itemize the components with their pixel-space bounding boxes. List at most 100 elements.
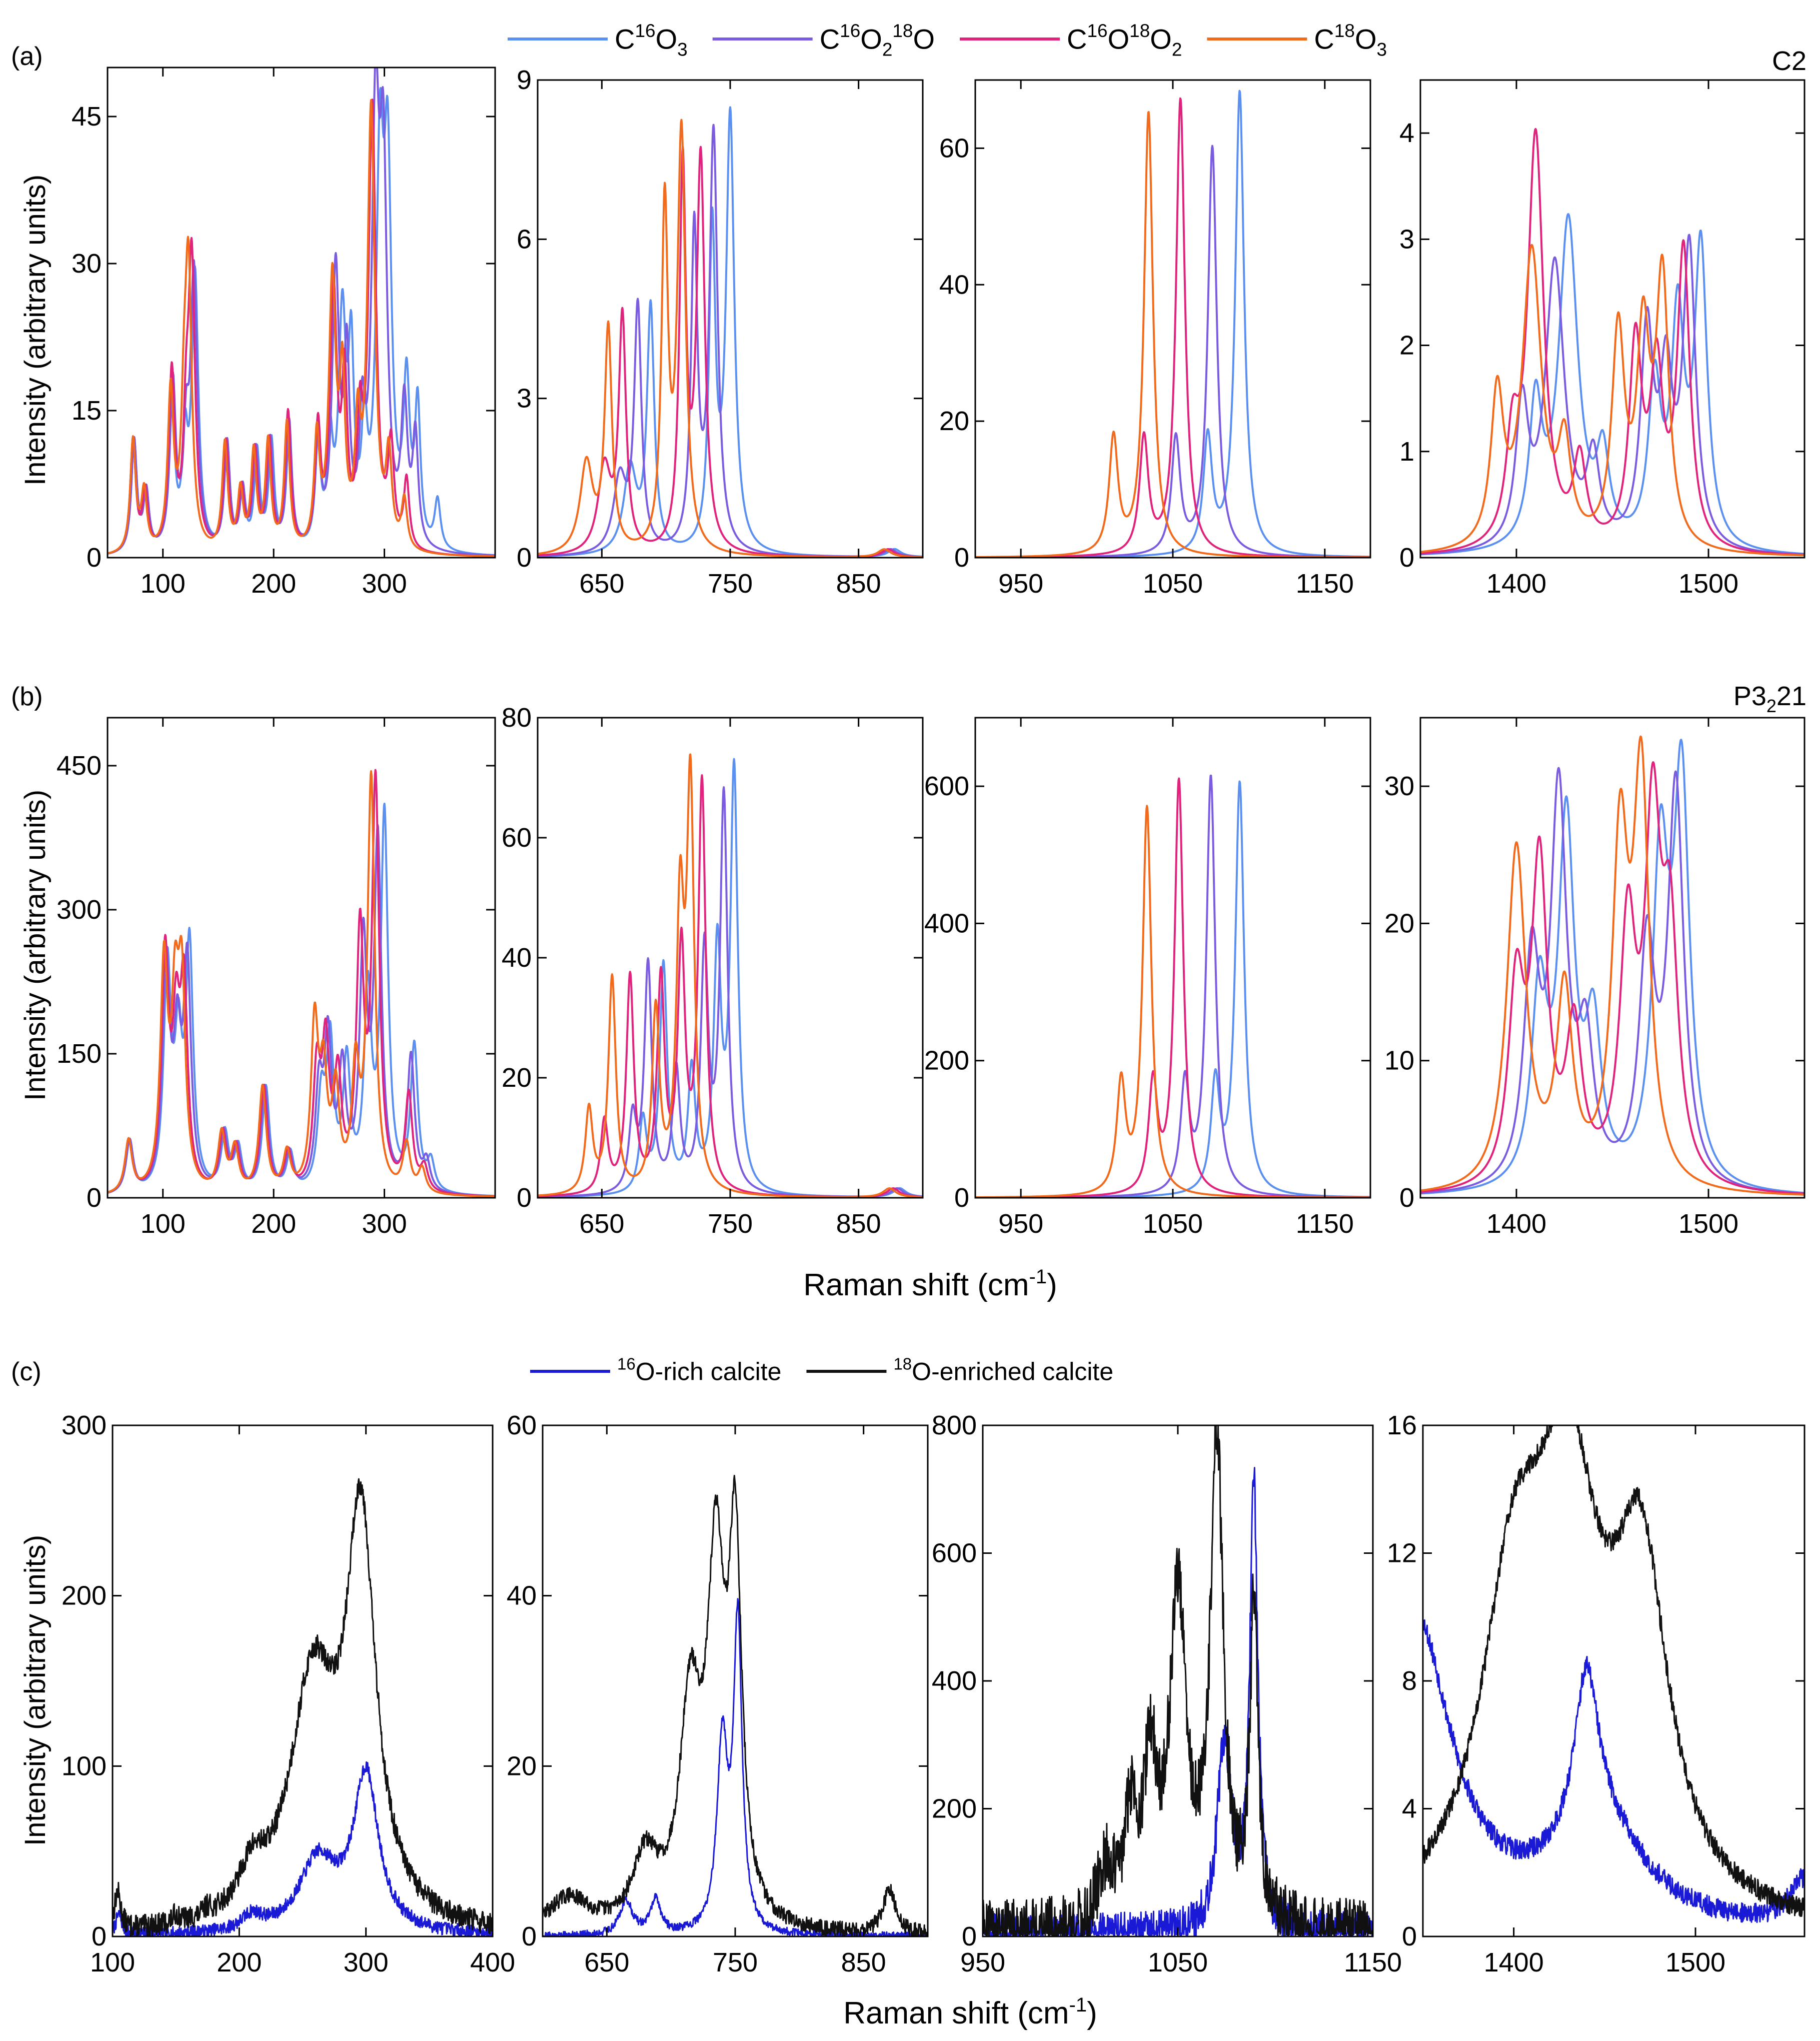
x-tick-label: 300: [362, 1209, 407, 1239]
side-label-p3221: P3221: [1733, 681, 1806, 716]
x-tick-label: 1400: [1484, 1947, 1544, 1977]
y-tick-label: 600: [924, 771, 969, 801]
y-tick-label: 8: [1402, 1666, 1417, 1696]
y-tick-label: 2: [1399, 331, 1414, 361]
legend-label-part: 16: [1087, 21, 1108, 41]
series-line-18o_enriched: [983, 1425, 1373, 1936]
x-tick-label: 1400: [1486, 1209, 1546, 1239]
x-tick-label: 1150: [1344, 1947, 1402, 1977]
y-tick-label: 400: [924, 908, 969, 938]
legend-label-part: O: [860, 24, 882, 55]
series-group-c3: [983, 1425, 1373, 1936]
x-tick-label: 1150: [1296, 1209, 1354, 1239]
xlabel-b-sup: -1: [1029, 1266, 1047, 1288]
panel-a2: 650 750 850 0 3 6 9: [517, 65, 924, 599]
x-tick-label: 100: [141, 1209, 186, 1239]
series-group-a1: [108, 68, 495, 558]
y-tick-label: 150: [57, 1039, 102, 1069]
series-line-c18o3: [108, 770, 495, 1198]
y-tick-label: 0: [517, 543, 532, 573]
y-tick-label: 40: [507, 1581, 537, 1611]
xlabel-c: Raman shift (cm-1): [843, 1994, 1097, 2030]
series-group-b1: [108, 769, 495, 1198]
legend-label-part: O-rich calcite: [636, 1358, 782, 1386]
y-tick-label: 0: [522, 1921, 537, 1951]
ylabel-a: Intensity (arbitrary units): [19, 175, 52, 486]
ylabel-c: Intensity (arbitrary units): [19, 1535, 52, 1846]
legend-label-part: 18: [1334, 21, 1355, 41]
panel-b2: 650 750 850 0 20 40 60 80: [502, 703, 924, 1239]
y-tick-label: 3: [1399, 224, 1414, 254]
x-tick-label: 850: [836, 1209, 881, 1239]
xlabel-b-main: Raman shift (cm: [803, 1268, 1029, 1302]
y-tick-label: 0: [954, 1183, 969, 1213]
panel-b4: 1400 1500 0 10 20 30: [1384, 717, 1805, 1239]
y-tick-label: 10: [1384, 1046, 1414, 1076]
legend-label-part: 18: [893, 1355, 912, 1373]
panel-label-b: (b): [11, 682, 43, 711]
legend-entry-c16o2_18o: C16O218O: [712, 21, 935, 60]
legend-label-part: C: [820, 24, 840, 55]
xlabel-b: Raman shift (cm-1): [803, 1266, 1057, 1302]
series-line-c18o3: [1420, 244, 1804, 557]
y-tick-label: 0: [1402, 1921, 1417, 1951]
xlabel-c-sup: -1: [1069, 1994, 1087, 2016]
legend-label-part: 2: [882, 40, 893, 60]
series-group-b4: [1420, 735, 1804, 1196]
legend-label-c16o3: C16O3: [615, 21, 688, 60]
legend-label-c18o3: C18O3: [1314, 21, 1387, 60]
y-tick-label: 600: [932, 1538, 977, 1568]
legend-entry-16o_rich: 16O-rich calcite: [530, 1355, 781, 1386]
side-label-p3221-tail: 21: [1776, 681, 1806, 711]
panel-a4: 1400 1500 0 1 2 3 4: [1399, 79, 1805, 599]
legend-label-part: O: [1355, 24, 1377, 55]
panel-label-c: (c): [11, 1357, 42, 1386]
series-line-16o_rich: [113, 1761, 493, 1936]
series-line-c16o3: [108, 802, 495, 1197]
y-tick-label: 30: [72, 249, 102, 279]
x-tick-label: 300: [344, 1947, 389, 1977]
legend-label-part: O: [1150, 24, 1172, 55]
legend-label-part: 3: [1377, 40, 1387, 60]
y-tick-label: 45: [72, 102, 102, 132]
legend-isotopologues: C16O3 C16O218O C16O18O2 C18O3: [508, 21, 1387, 60]
y-tick-label: 450: [57, 751, 102, 781]
y-tick-label: 20: [502, 1063, 532, 1093]
legend-entry-c16o3: C16O3: [508, 21, 688, 60]
y-tick-label: 30: [1384, 771, 1414, 801]
y-tick-label: 0: [954, 543, 969, 573]
x-tick-label: 200: [217, 1947, 262, 1977]
x-tick-label: 1500: [1678, 569, 1738, 599]
series-line-18o_enriched: [113, 1478, 493, 1936]
y-tick-label: 40: [939, 270, 969, 300]
panel-b3: 950 1050 1150 0 200 400 600: [924, 717, 1371, 1239]
y-tick-label: 9: [517, 65, 532, 95]
xlabel-b-tail: ): [1047, 1268, 1057, 1302]
x-tick-label: 1050: [1143, 1209, 1203, 1239]
x-tick-label: 400: [470, 1947, 515, 1977]
y-tick-label: 60: [502, 823, 532, 853]
series-group-c1: [113, 1478, 493, 1936]
series-line-c18o3: [1420, 735, 1804, 1196]
x-tick-label: 1050: [1143, 569, 1203, 599]
y-tick-label: 1: [1399, 437, 1414, 467]
series-line-c16o3: [1420, 739, 1804, 1195]
plot-frame: [107, 717, 496, 1199]
legend-label-part: O: [656, 24, 678, 55]
y-tick-label: 300: [62, 1410, 107, 1440]
y-tick-label: 3: [517, 384, 532, 414]
legend-label-part: C: [615, 24, 635, 55]
legend-label-part: 16: [840, 21, 860, 41]
y-tick-label: 0: [87, 543, 102, 573]
panel-c3: 950 1050 1150 0 200 400 600 800: [932, 1410, 1402, 1977]
y-tick-label: 16: [1387, 1410, 1417, 1440]
plot-frame: [112, 1424, 494, 1937]
x-tick-label: 200: [251, 1209, 296, 1239]
series-line-c18o3: [108, 99, 495, 558]
x-tick-label: 100: [90, 1947, 135, 1977]
legend-label-16o_rich: 16O-rich calcite: [617, 1355, 781, 1386]
series-line-c16o_18o2: [1420, 761, 1804, 1195]
legend-label-part: 3: [677, 40, 688, 60]
